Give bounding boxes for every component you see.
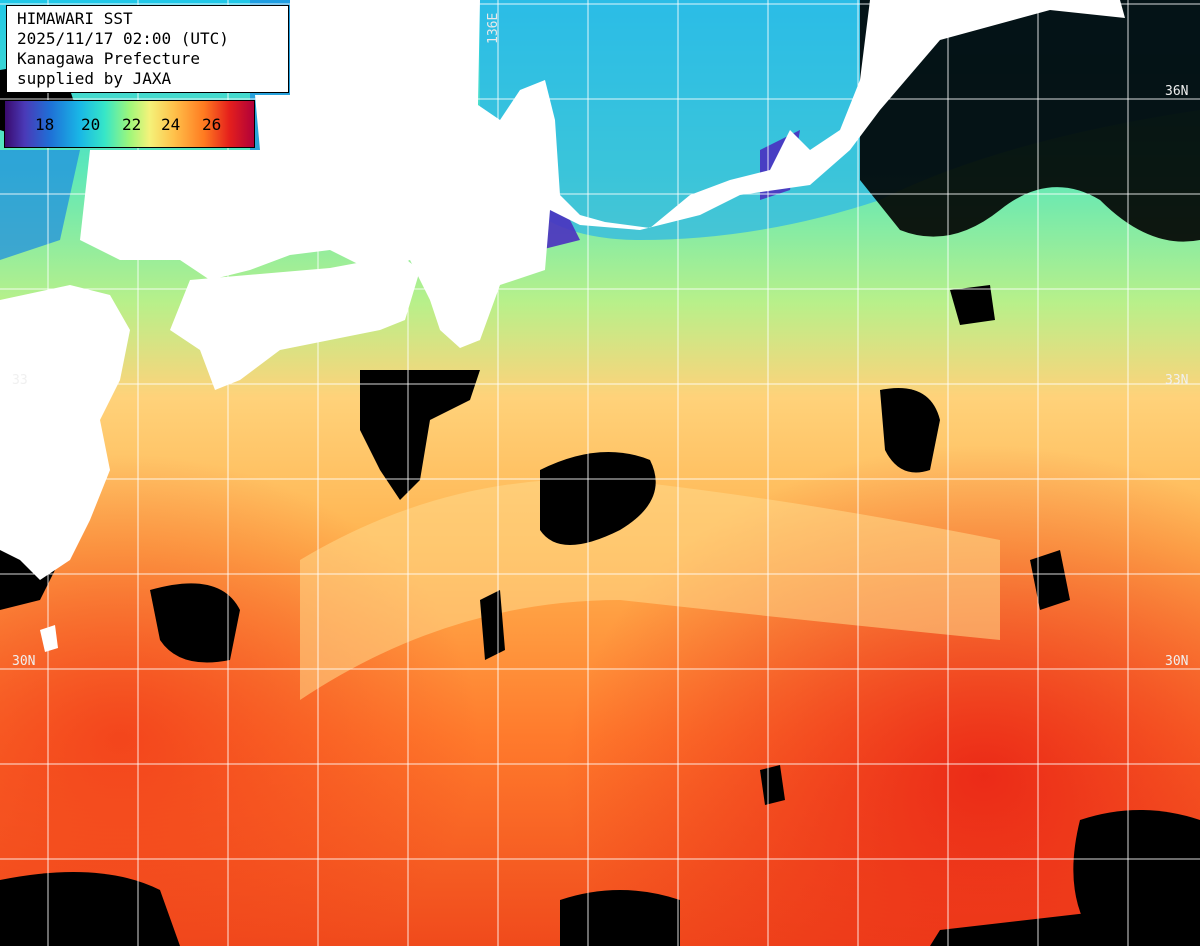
lat-label-30n-right: 30N bbox=[1165, 654, 1188, 669]
legend-tick-18: 18 bbox=[35, 115, 55, 134]
title-line-credit: supplied by JAXA bbox=[17, 69, 172, 88]
title-box: HIMAWARI SST 2025/11/17 02:00 (UTC) Kana… bbox=[6, 5, 289, 93]
lat-label-36n-right: 36N bbox=[1165, 84, 1188, 99]
kii-peninsula bbox=[430, 295, 480, 348]
lat-label-30n-left: 30N bbox=[12, 654, 35, 669]
graticule-labels: 136E 33 30N 36N 33N 30N bbox=[12, 13, 1188, 669]
tanegashima bbox=[40, 625, 58, 652]
title-line-agency: Kanagawa Prefecture bbox=[17, 49, 201, 68]
pale-band bbox=[300, 479, 1000, 700]
color-scale-legend: 18 20 22 24 26 bbox=[4, 100, 255, 148]
honshu bbox=[80, 0, 1125, 345]
title-line-datetime: 2025/11/17 02:00 (UTC) bbox=[17, 29, 229, 48]
legend-tick-22: 22 bbox=[122, 115, 142, 134]
lon-label-136e: 136E bbox=[486, 13, 501, 44]
lat-label-33-left: 33 bbox=[12, 373, 28, 388]
legend-tick-20: 20 bbox=[81, 115, 101, 134]
kyushu bbox=[0, 285, 130, 580]
title-line-product: HIMAWARI SST bbox=[17, 9, 133, 28]
legend-tick-24: 24 bbox=[161, 115, 181, 134]
legend-tick-26: 26 bbox=[202, 115, 222, 134]
lat-label-33n-right: 33N bbox=[1165, 373, 1188, 388]
